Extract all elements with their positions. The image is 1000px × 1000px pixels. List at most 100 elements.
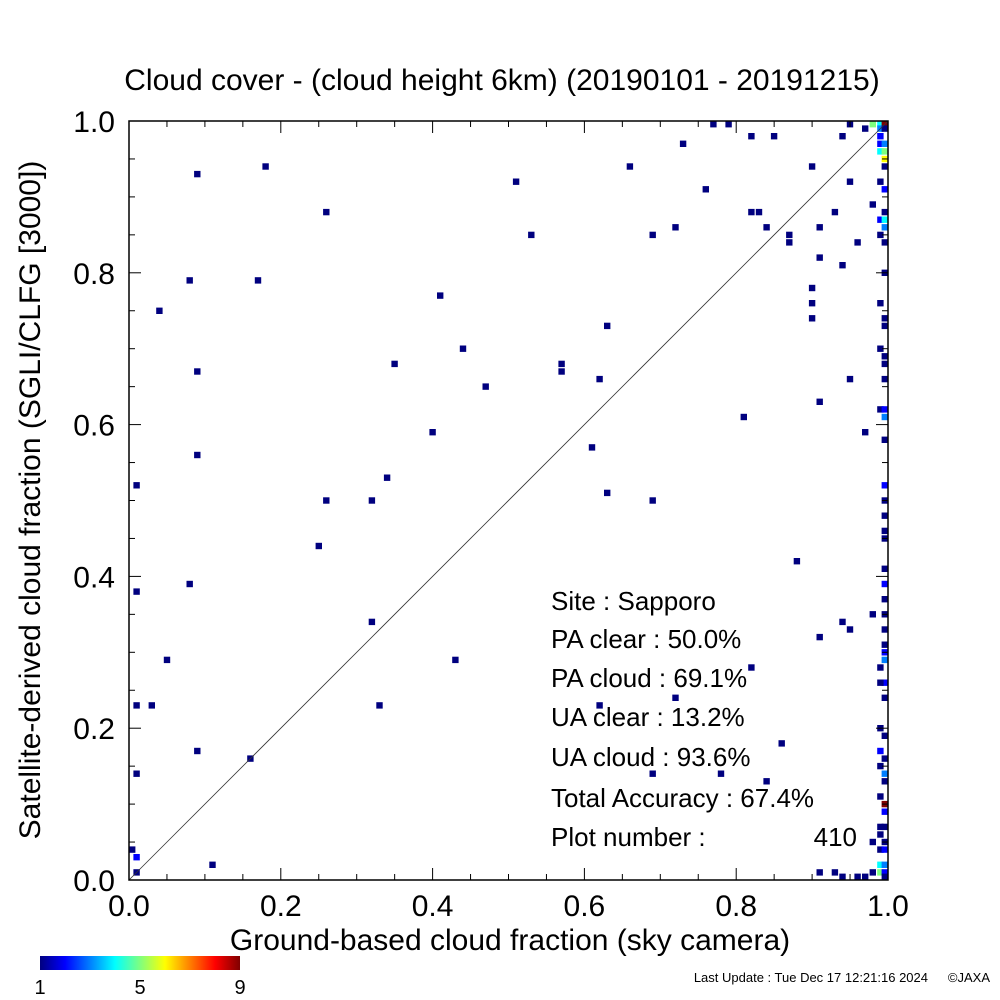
stats-box: Site : Sapporo PA clear : 50.0% PA cloud… <box>551 586 857 852</box>
data-cell <box>596 702 603 709</box>
data-cell <box>877 133 884 140</box>
data-cell <box>881 527 888 535</box>
data-cell <box>881 239 888 246</box>
data-cell <box>869 869 876 876</box>
data-cell <box>881 216 888 223</box>
data-cell <box>748 208 755 216</box>
stat-pa-clear: PA clear : 50.0% <box>551 624 741 654</box>
data-cell <box>368 618 376 626</box>
data-cell <box>877 762 884 770</box>
x-tick-label: 0.4 <box>412 890 454 923</box>
data-cell <box>877 140 884 147</box>
data-cell <box>877 846 884 853</box>
one-to-one-line <box>128 120 889 881</box>
data-cell <box>452 656 459 664</box>
data-cell <box>881 436 888 443</box>
data-cell <box>808 300 816 307</box>
data-cell <box>194 747 201 755</box>
colorbar <box>40 956 240 970</box>
data-cell <box>133 854 140 861</box>
copyright-text: ©JAXA <box>948 970 990 985</box>
data-cell <box>881 596 888 603</box>
x-tick-label: 0.6 <box>564 890 606 923</box>
data-cell <box>869 201 876 208</box>
data-cell <box>881 315 888 322</box>
data-cell <box>881 406 888 413</box>
data-cell <box>209 861 216 868</box>
data-cell <box>323 497 330 504</box>
data-cell <box>254 277 262 284</box>
data-cell <box>881 808 888 815</box>
y-tick-label: 0.4 <box>73 561 115 594</box>
data-cell <box>881 360 888 368</box>
data-cell <box>429 429 436 436</box>
y-tick-label: 0.2 <box>73 713 115 746</box>
data-cell <box>862 429 869 436</box>
x-tick-label: 0.8 <box>715 890 757 923</box>
data-cell <box>854 873 861 880</box>
stat-ua-cloud: UA cloud : 93.6% <box>551 742 750 772</box>
data-cell <box>877 679 884 686</box>
data-cell <box>763 778 770 785</box>
data-cell <box>717 770 725 777</box>
data-cell <box>793 558 801 565</box>
data-cell <box>881 770 888 777</box>
data-cell <box>881 125 888 132</box>
data-cell <box>710 121 717 128</box>
y-axis-label: Satellite-derived cloud fraction (SGLI/C… <box>14 161 47 840</box>
data-cell <box>877 121 884 128</box>
stat-pa-cloud: PA cloud : 69.1% <box>551 663 747 693</box>
data-cell <box>846 178 854 185</box>
data-cell <box>881 322 888 330</box>
data-cell <box>877 861 884 868</box>
x-tick-label: 0.2 <box>260 890 302 923</box>
stat-plot-number-label: Plot number : <box>551 822 706 852</box>
data-cell <box>854 239 861 246</box>
data-cell <box>459 345 467 352</box>
data-cell <box>778 740 785 747</box>
data-cell <box>816 254 823 261</box>
x-tick-label: 1.0 <box>867 890 909 923</box>
data-cell <box>383 474 391 481</box>
data-cell <box>881 626 888 633</box>
data-cell <box>877 148 884 155</box>
y-tick-label: 0.0 <box>73 865 115 898</box>
data-cell <box>816 398 823 405</box>
stat-ua-clear: UA clear : 13.2% <box>551 702 745 732</box>
data-cell <box>770 133 778 140</box>
data-cell <box>702 186 709 193</box>
data-cell <box>748 133 755 140</box>
y-tick-label: 0.6 <box>73 410 115 443</box>
data-cell <box>133 770 140 777</box>
data-cell <box>194 451 201 459</box>
data-cell <box>133 482 140 489</box>
data-cell <box>482 383 489 390</box>
data-cell <box>763 224 770 231</box>
data-cell <box>881 823 888 831</box>
data-cell <box>881 846 888 853</box>
last-update-text: Last Update : Tue Dec 17 12:21:16 2024 <box>694 970 928 985</box>
data-cell <box>881 656 888 664</box>
data-cell <box>846 626 854 633</box>
data-cell <box>315 542 322 550</box>
data-cell <box>862 873 869 880</box>
data-cell <box>528 231 535 239</box>
data-cell <box>163 656 171 664</box>
data-cell <box>881 565 888 572</box>
data-cell <box>877 345 884 352</box>
x-axis-label: Ground-based cloud fraction (sky camera) <box>230 924 790 957</box>
data-cell <box>881 353 888 360</box>
data-cell <box>262 163 269 170</box>
data-cell <box>808 284 816 292</box>
stat-total-accuracy: Total Accuracy : 67.4% <box>551 783 814 813</box>
data-cell <box>869 838 876 846</box>
data-cell <box>831 869 839 876</box>
stat-plot-number-value: 410 <box>814 822 857 852</box>
data-cell <box>877 831 884 838</box>
data-cell <box>740 413 747 421</box>
data-cell <box>877 747 884 755</box>
data-cell <box>869 121 876 128</box>
data-cell <box>368 497 376 504</box>
stat-site: Site : Sapporo <box>551 586 716 616</box>
data-cell <box>881 208 888 216</box>
